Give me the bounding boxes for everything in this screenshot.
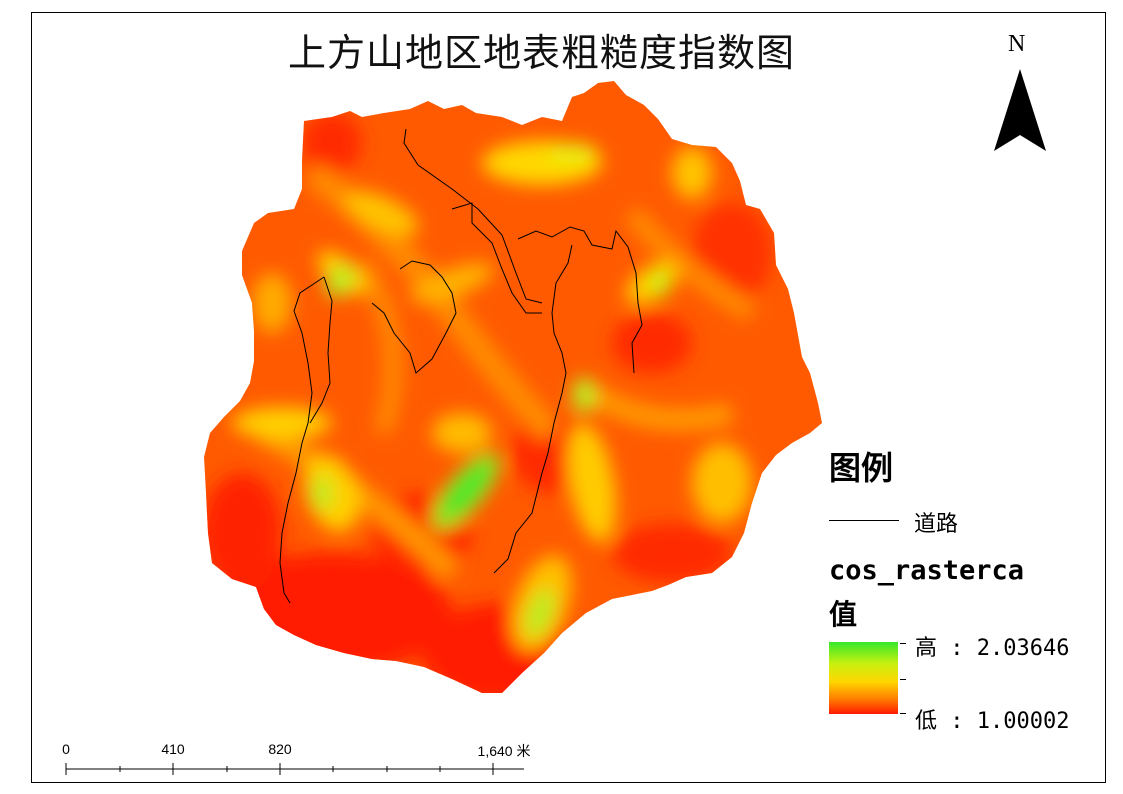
road — [517, 226, 643, 374]
road — [403, 128, 543, 304]
ramp-low-label: 低 : 1.00002 — [915, 709, 1070, 734]
layer-name: cos_rasterca — [829, 555, 1025, 586]
roughness-raster — [204, 81, 822, 693]
ramp-tick — [900, 679, 906, 680]
legend-title: 图例 — [829, 449, 894, 487]
road-legend-label: 道路 — [914, 512, 959, 537]
map-canvas — [65, 81, 822, 775]
road — [371, 260, 457, 374]
scale-bar — [65, 763, 524, 775]
layer-subtitle: 值 — [829, 598, 858, 631]
road — [309, 276, 333, 424]
road-legend-symbol — [829, 520, 899, 521]
north-arrow-icon — [994, 69, 1046, 151]
color-ramp — [829, 642, 898, 714]
road — [493, 244, 573, 574]
ramp-tick — [900, 643, 906, 644]
map-frame: 上方山地区地表粗糙度指数图 — [31, 12, 1106, 783]
road-network — [279, 128, 643, 604]
scale-label: 410 — [161, 741, 185, 757]
ramp-tick — [900, 713, 906, 714]
north-label: N — [1008, 31, 1026, 57]
ramp-high-label: 高 : 2.03646 — [915, 636, 1070, 661]
scale-label: 1,640 米 — [477, 743, 531, 759]
scale-label: 820 — [268, 741, 292, 757]
road — [279, 276, 325, 604]
scale-label: 0 — [62, 741, 70, 757]
map-title: 上方山地区地表粗糙度指数图 — [288, 31, 796, 75]
road — [451, 202, 542, 314]
